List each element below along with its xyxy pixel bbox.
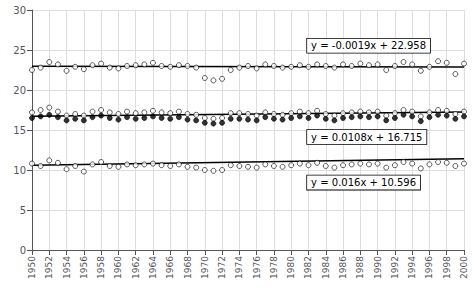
svg-text:15: 15 (13, 125, 26, 136)
svg-text:5: 5 (20, 205, 26, 216)
svg-text:1950: 1950 (27, 256, 37, 279)
svg-text:1972: 1972 (217, 256, 227, 279)
svg-text:1970: 1970 (200, 256, 210, 279)
svg-text:1960: 1960 (113, 256, 123, 279)
svg-text:2000: 2000 (459, 256, 469, 279)
svg-text:1954: 1954 (62, 256, 72, 279)
svg-text:1986: 1986 (338, 256, 348, 279)
svg-text:y = 0.0108x + 16.715: y = 0.0108x + 16.715 (311, 132, 422, 143)
svg-text:1978: 1978 (269, 256, 279, 279)
svg-text:1958: 1958 (96, 256, 106, 279)
svg-text:1966: 1966 (165, 256, 175, 279)
svg-text:1996: 1996 (424, 256, 434, 279)
svg-text:1998: 1998 (442, 256, 452, 279)
svg-text:10: 10 (13, 165, 26, 176)
svg-text:1956: 1956 (79, 256, 89, 279)
svg-text:1962: 1962 (131, 256, 141, 279)
svg-text:1990: 1990 (373, 256, 383, 279)
svg-text:0: 0 (20, 245, 26, 256)
svg-text:1984: 1984 (321, 256, 331, 279)
svg-text:1964: 1964 (148, 256, 158, 279)
svg-text:1952: 1952 (44, 256, 54, 279)
svg-text:y = 0.016x + 10.596: y = 0.016x + 10.596 (311, 177, 416, 188)
svg-text:1976: 1976 (252, 256, 262, 279)
svg-text:1968: 1968 (183, 256, 193, 279)
svg-text:30: 30 (13, 5, 26, 16)
svg-text:1982: 1982 (303, 256, 313, 279)
svg-text:1980: 1980 (286, 256, 296, 279)
svg-text:25: 25 (13, 45, 26, 56)
svg-text:1994: 1994 (407, 256, 417, 279)
svg-text:1988: 1988 (355, 256, 365, 279)
svg-text:1992: 1992 (390, 256, 400, 279)
svg-text:1974: 1974 (234, 256, 244, 279)
svg-text:y = -0.0019x + 22.958: y = -0.0019x + 22.958 (311, 40, 426, 51)
svg-text:20: 20 (13, 85, 26, 96)
